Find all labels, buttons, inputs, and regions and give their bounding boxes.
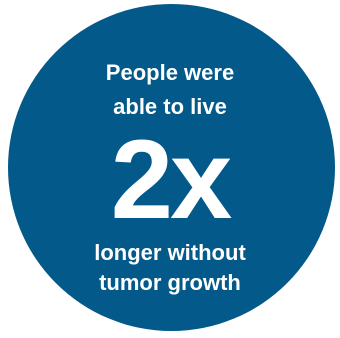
badge-line-2: able to live bbox=[113, 94, 227, 119]
badge-line-3: longer without bbox=[94, 240, 246, 265]
badge-circle bbox=[8, 4, 335, 331]
badge-highlight-value: 2x bbox=[110, 117, 233, 242]
badge-line-1: People were bbox=[105, 60, 235, 85]
badge-line-4: tumor growth bbox=[99, 270, 241, 295]
